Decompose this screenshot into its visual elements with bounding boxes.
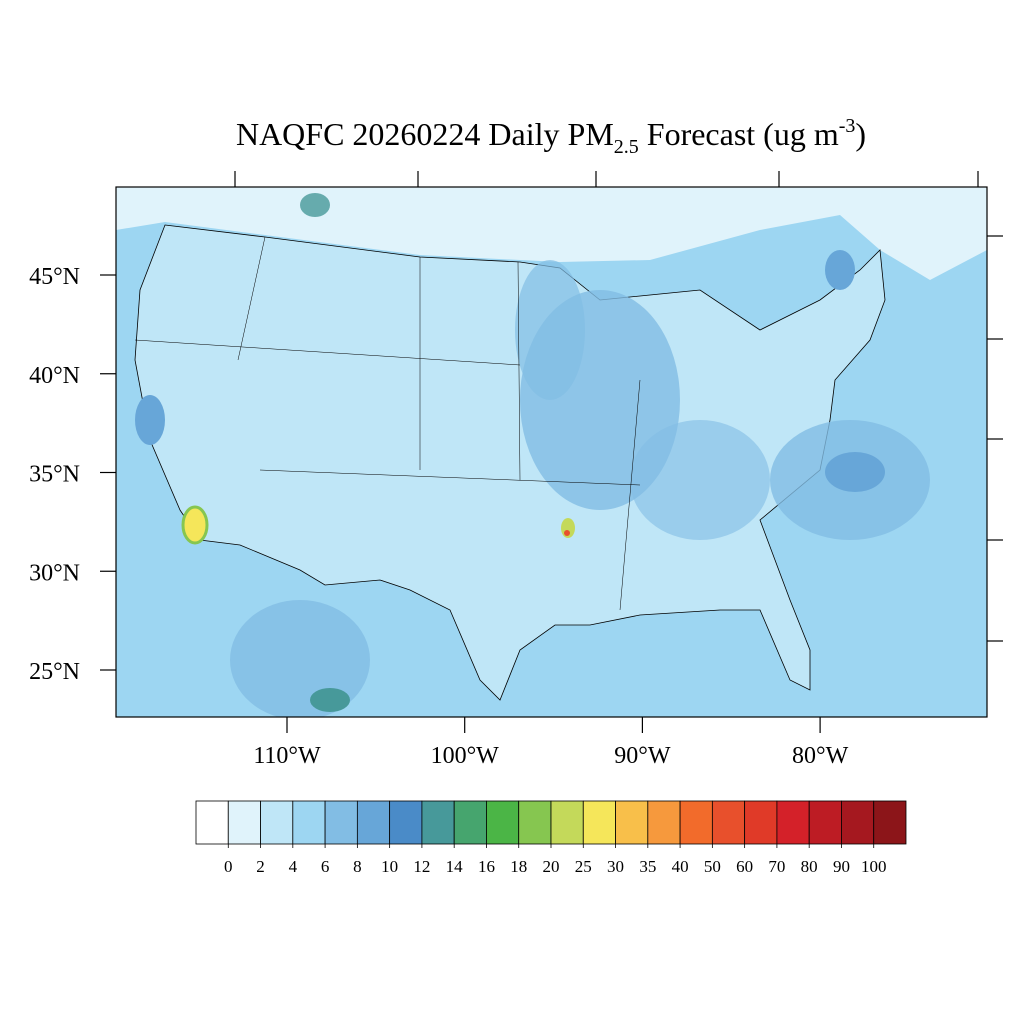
colorbar-box [324, 800, 358, 845]
colorbar-box [808, 800, 842, 845]
colorbar-box [421, 800, 455, 845]
colorbar-box [873, 800, 907, 845]
colorbar-box [776, 800, 810, 845]
colorbar-box [195, 800, 229, 845]
colorbar-box [260, 800, 294, 845]
colorbar-label: 18 [510, 857, 527, 876]
colorbar-label: 40 [672, 857, 689, 876]
colorbar-label: 4 [289, 857, 298, 876]
colorbar-label: 0 [224, 857, 233, 876]
colorbar-box [711, 800, 746, 845]
colorbar-box [841, 800, 875, 845]
colorbar-box [486, 800, 520, 845]
colorbar-label: 8 [353, 857, 362, 876]
lon-label: 90°W [614, 743, 671, 769]
lon-label: 100°W [431, 743, 500, 769]
colorbar-label: 12 [413, 857, 430, 876]
colorbar-label: 90 [833, 857, 850, 876]
lat-label: 30°N [29, 560, 80, 586]
lat-label: 45°N [29, 264, 80, 290]
frame-ticks [234, 171, 1003, 642]
lat-label: 35°N [29, 462, 80, 488]
colorbar-label: 6 [321, 857, 330, 876]
colorbar-box [744, 800, 778, 845]
lon-label: 80°W [792, 743, 849, 769]
title-end: ) [855, 116, 866, 152]
colorbar-box [292, 800, 326, 845]
colorbar-label: 50 [704, 857, 721, 876]
title-main: NAQFC 20260224 Daily PM [236, 116, 614, 152]
colorbar-label: 35 [639, 857, 656, 876]
colorbar-label: 20 [543, 857, 560, 876]
lat-label: 25°N [29, 659, 80, 685]
colorbar-label: 2 [256, 857, 265, 876]
colorbar-label: 100 [861, 857, 887, 876]
map-field [116, 187, 987, 717]
title: NAQFC 20260224 Daily PM2.5 Forecast (ug … [236, 115, 866, 158]
lat-label: 40°N [29, 363, 80, 389]
title-mid: Forecast (ug m [639, 116, 839, 152]
title-sup: -3 [839, 115, 856, 137]
title-sub: 2.5 [614, 136, 639, 158]
colorbar-label: 80 [801, 857, 818, 876]
colorbar-label: 70 [768, 857, 785, 876]
colorbar-label: 14 [446, 857, 464, 876]
colorbar-label: 60 [736, 857, 753, 876]
colorbar-label: 10 [381, 857, 398, 876]
colorbar-label: 25 [575, 857, 592, 876]
map-frame [115, 186, 988, 718]
lon-label: 110°W [253, 743, 321, 769]
colorbar-box [389, 800, 423, 845]
colorbar-box [647, 800, 681, 845]
colorbar-label: 16 [478, 857, 495, 876]
colorbar-box [453, 800, 487, 845]
colorbar-box [582, 800, 616, 845]
colorbar-box [518, 800, 552, 845]
colorbar-box [679, 800, 713, 845]
colorbar-box [550, 800, 584, 845]
colorbar-box [615, 800, 649, 845]
colorbar-label: 30 [607, 857, 624, 876]
colorbar-box [227, 800, 261, 845]
colorbar-box [356, 800, 391, 845]
